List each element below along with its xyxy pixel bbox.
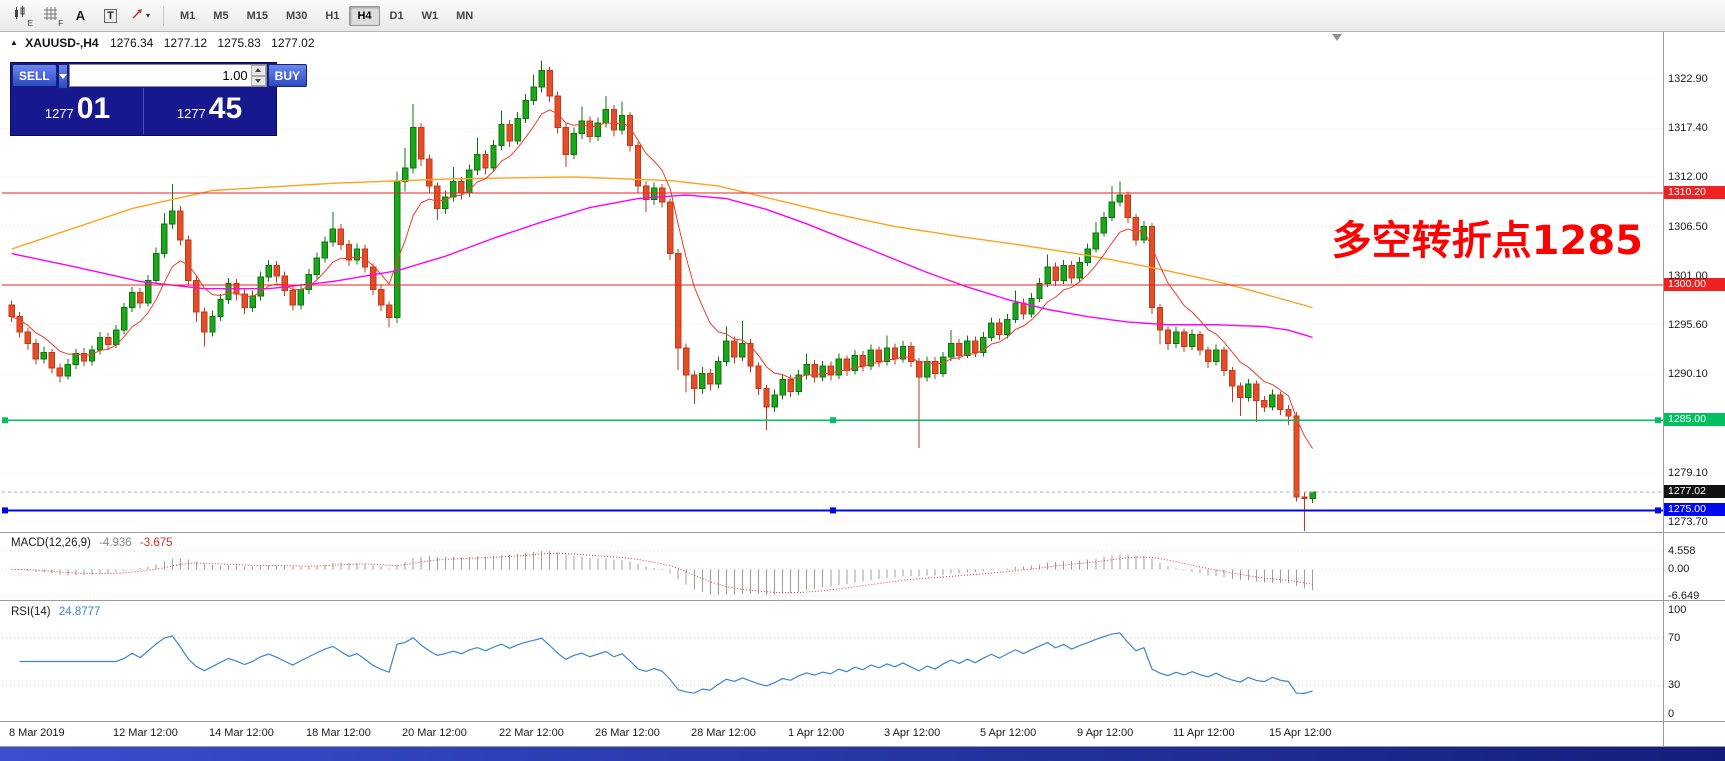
- cursor-a-icon: A: [75, 8, 86, 23]
- chart-mode-button[interactable]: E: [6, 3, 35, 29]
- buy-button[interactable]: BUY: [267, 64, 308, 87]
- toolbar-separator: [163, 5, 164, 26]
- triangle-down-icon: [255, 78, 262, 83]
- buy-price-display[interactable]: 1277 45: [144, 88, 275, 134]
- ohlc-low: 1275.83: [217, 36, 261, 50]
- sell-price-base: 1277: [44, 106, 74, 121]
- volume-up-button[interactable]: [250, 65, 266, 76]
- timeframe-m1[interactable]: M1: [172, 6, 203, 26]
- volume-field: [68, 64, 267, 87]
- candlestick-chart-icon: [13, 5, 29, 26]
- grid-mode-label: F: [58, 18, 63, 28]
- chevron-down-icon: [58, 74, 67, 79]
- arrow-shape-icon: [131, 6, 145, 25]
- grid-icon: [43, 6, 58, 26]
- macd-label: MACD(12,26,9) -4.936 -3.675: [11, 537, 173, 549]
- bottom-taskbar-strip: [0, 747, 1725, 761]
- volume-down-button[interactable]: [250, 75, 266, 86]
- grid-mode-button[interactable]: F: [36, 3, 65, 29]
- chevron-down-icon: ▾: [145, 11, 150, 20]
- one-click-trading-panel: SELL BUY 1277 01 1277 45: [10, 62, 308, 136]
- rsi-label: RSI(14) 24.8777: [11, 606, 100, 618]
- timeframe-mn[interactable]: MN: [448, 6, 481, 26]
- collapse-triangle-icon[interactable]: ▲: [10, 38, 18, 47]
- timeframe-m15[interactable]: M15: [239, 6, 276, 26]
- sell-price-pips: 01: [76, 92, 111, 125]
- sell-button[interactable]: SELL: [12, 64, 57, 87]
- macd-signal-value: -3.675: [139, 537, 173, 549]
- text-tool-icon: T: [104, 8, 117, 23]
- rsi-name: RSI(14): [11, 606, 51, 618]
- shapes-tool-button[interactable]: ▾: [126, 3, 155, 29]
- symbol-name: XAUUSD-,H4: [25, 36, 99, 50]
- chart-mode-label: E: [27, 18, 33, 28]
- timeframe-m30[interactable]: M30: [278, 6, 315, 26]
- volume-input[interactable]: [69, 65, 251, 86]
- ohlc-high: 1277.12: [163, 36, 208, 50]
- volume-spinner: [250, 65, 266, 86]
- price-divider: [143, 88, 144, 134]
- timeframe-h1[interactable]: H1: [317, 6, 347, 26]
- order-options-dropdown[interactable]: [57, 64, 68, 89]
- text-tool-button[interactable]: T: [96, 3, 125, 29]
- ohlc-open: 1276.34: [109, 36, 154, 50]
- macd-main-value: -4.936: [99, 537, 132, 549]
- timeframe-m5[interactable]: M5: [205, 6, 236, 26]
- symbol-info: ▲ XAUUSD-,H4 1276.34 1277.12 1275.83 127…: [10, 36, 322, 50]
- buy-price-pips: 45: [208, 92, 243, 125]
- annotation-text[interactable]: 多空转折点1285: [1331, 218, 1643, 264]
- timeframe-d1[interactable]: D1: [382, 6, 412, 26]
- rsi-value: 24.8777: [58, 606, 101, 618]
- triangle-up-icon: [255, 68, 262, 73]
- ohlc-close: 1277.02: [271, 36, 315, 50]
- cursor-tool-button[interactable]: A: [66, 3, 95, 29]
- timeframe-w1[interactable]: W1: [414, 6, 447, 26]
- macd-name: MACD(12,26,9): [11, 537, 91, 549]
- timeframe-h4[interactable]: H4: [349, 5, 380, 26]
- sell-price-display[interactable]: 1277 01: [12, 88, 143, 134]
- toolbar: E F A T ▾ M1 M5 M15 M30 H1 H4 D1 W1 MN: [0, 0, 1725, 32]
- buy-price-base: 1277: [176, 106, 206, 121]
